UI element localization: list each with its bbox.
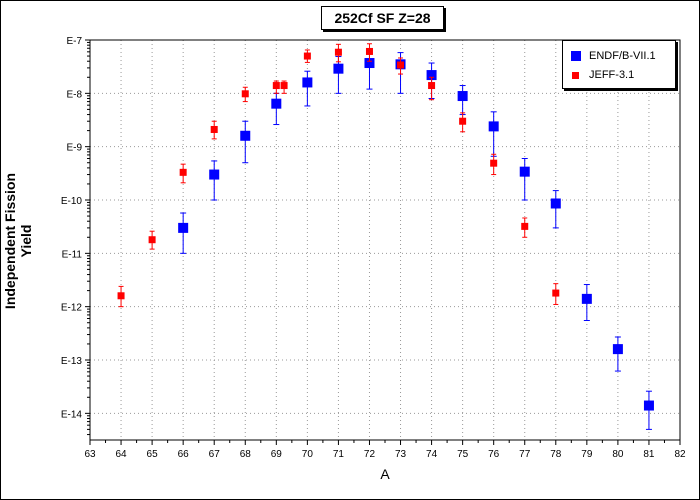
jeff-point (117, 292, 125, 300)
endf-point (240, 130, 251, 141)
legend-label-endf: ENDF/B-VII.1 (589, 50, 656, 62)
x-tick-label: 69 (271, 449, 283, 460)
endf-point (643, 400, 654, 411)
x-tick-label: 81 (643, 449, 655, 460)
x-tick-label: 76 (488, 449, 500, 460)
x-tick-label: 66 (178, 449, 190, 460)
jeff-point (179, 168, 187, 176)
plot-border (89, 39, 681, 441)
x-tick-label: 72 (364, 449, 376, 460)
y-tick-label: E-14 (61, 409, 83, 420)
endf-point (209, 169, 220, 180)
endf-point (612, 344, 623, 355)
jeff-point (280, 82, 288, 90)
x-tick-label: 67 (209, 449, 221, 460)
jeff-point (241, 90, 249, 98)
endf-point (519, 166, 530, 177)
jeff-point (490, 159, 498, 167)
legend-marker-jeff (572, 71, 579, 79)
endf-point (271, 98, 282, 109)
jeff-point (428, 82, 436, 90)
jeff-point (272, 82, 280, 90)
y-tick-label: E-13 (61, 356, 83, 367)
x-tick-label: 78 (550, 449, 562, 460)
jeff-point (334, 48, 342, 56)
x-tick-label: 80 (612, 449, 624, 460)
y-tick-label: E-11 (62, 249, 83, 260)
endf-point (426, 70, 437, 81)
grid-lines (90, 40, 680, 440)
jeff-point (459, 117, 467, 125)
x-tick-label: 79 (581, 449, 593, 460)
y-tick-label: E-10 (61, 196, 83, 207)
x-tick-label: 73 (395, 449, 407, 460)
legend-item-jeff: JEFF-3.1 (571, 68, 634, 82)
x-tick-label: 82 (674, 449, 686, 460)
y-tick-label: E-12 (61, 303, 83, 314)
endf-point (581, 293, 592, 304)
x-tick-label: 68 (240, 449, 252, 460)
x-tick-label: 71 (333, 449, 345, 460)
endf-point (550, 198, 561, 209)
legend-marker-endf (571, 51, 581, 62)
x-tick-label: 64 (115, 449, 127, 460)
x-tick-label: 75 (457, 449, 469, 460)
y-tick-label: E-8 (66, 89, 82, 100)
endf-point (333, 63, 344, 74)
jeff-point (148, 236, 156, 244)
jeff-point (365, 47, 373, 55)
endf-point (302, 77, 313, 88)
endf-point (488, 121, 499, 132)
endf-point (178, 222, 189, 233)
chart-title: 252Cf SF Z=28 (321, 6, 444, 30)
data-points (117, 43, 654, 430)
axes: 63 64 65 66 67 68 69 70 71 72 73 74 75 76 77 78 79 80 81 82… (61, 36, 686, 460)
y-tick-label: E-7 (66, 36, 82, 47)
legend-item-endf: ENDF/B-VII.1 (571, 49, 656, 63)
endf-point (364, 58, 375, 69)
x-tick-label: 63 (84, 449, 96, 460)
x-tick-label: 70 (302, 449, 314, 460)
x-tick-label: 65 (147, 449, 159, 460)
x-axis-label: A (380, 466, 390, 482)
jeff-point (521, 222, 529, 230)
x-tick-label: 77 (519, 449, 531, 460)
x-tick-label: 74 (426, 449, 438, 460)
endf-point (457, 91, 468, 102)
jeff-point (210, 125, 218, 133)
jeff-point (397, 61, 405, 69)
legend-label-jeff: JEFF-3.1 (589, 69, 635, 81)
jeff-point (552, 289, 560, 297)
y-axis-label: Independent Fission Yield (2, 172, 34, 310)
y-tick-label: E-9 (66, 143, 82, 154)
jeff-point (303, 52, 311, 60)
legend: ENDF/B-VII.1 JEFF-3.1 (562, 40, 676, 89)
